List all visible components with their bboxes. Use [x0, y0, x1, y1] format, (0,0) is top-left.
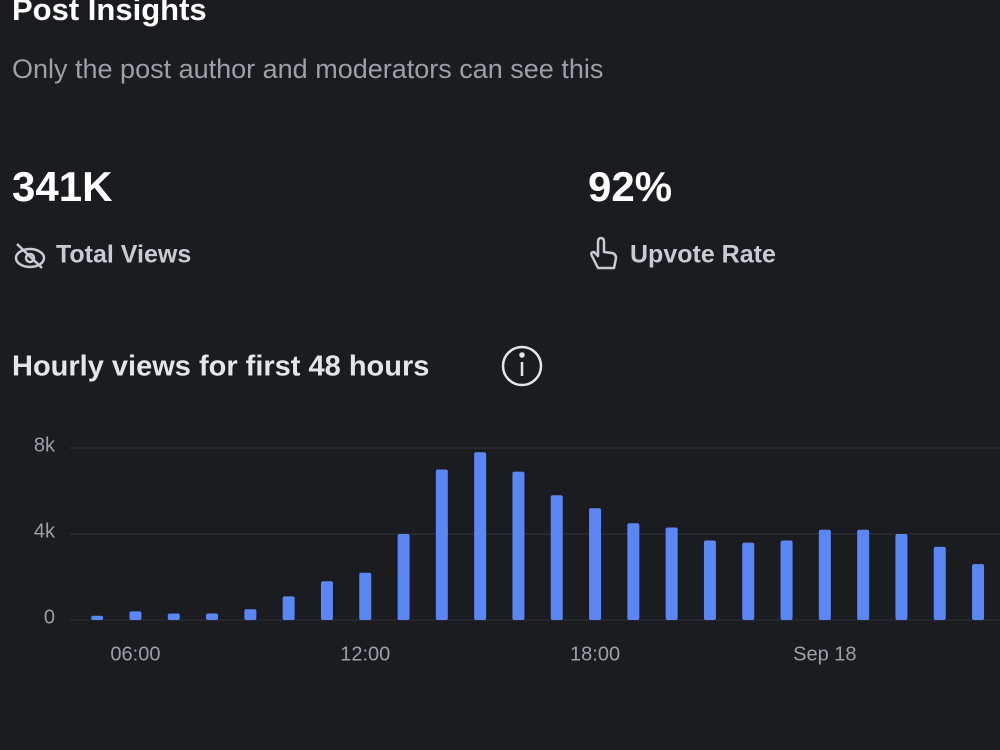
x-tick-label: Sep 18 — [793, 643, 856, 665]
stat-label: Upvote Rate — [630, 241, 776, 269]
bar — [742, 542, 755, 620]
eye-icon — [14, 243, 46, 269]
bar — [320, 581, 333, 620]
chart-title: Hourly views for first 48 hours — [12, 351, 429, 383]
bar — [818, 529, 831, 620]
x-tick-label: 18:00 — [570, 643, 620, 665]
bar — [857, 529, 870, 620]
stat-value: 341K — [12, 163, 112, 210]
bar — [474, 452, 487, 620]
y-tick-label: 8k — [34, 434, 56, 456]
bar — [282, 596, 295, 620]
stat-label: Total Views — [56, 241, 191, 269]
bar — [665, 527, 678, 620]
bar — [359, 572, 372, 620]
info-icon[interactable] — [501, 345, 543, 387]
bar — [512, 471, 525, 620]
bar — [703, 540, 716, 620]
bar — [895, 534, 908, 620]
bar — [780, 540, 793, 620]
bar — [627, 523, 640, 620]
bar — [91, 615, 104, 620]
y-tick-label: 0 — [44, 606, 55, 628]
x-tick-label: 06:00 — [110, 643, 160, 665]
bar — [397, 534, 410, 620]
bar — [589, 508, 602, 620]
bar — [206, 613, 219, 620]
hand-icon — [590, 236, 618, 270]
bar — [167, 613, 180, 620]
bar — [550, 495, 563, 620]
stat-value: 92% — [588, 163, 672, 210]
bar — [933, 546, 946, 620]
x-tick-label: 12:00 — [340, 643, 390, 665]
page-title: Post Insights — [12, 0, 207, 27]
bar — [972, 564, 985, 620]
bar — [244, 609, 257, 620]
bar — [129, 611, 142, 620]
y-tick-label: 4k — [34, 520, 56, 542]
subtitle: Only the post author and moderators can … — [12, 54, 603, 84]
bar — [435, 469, 448, 620]
